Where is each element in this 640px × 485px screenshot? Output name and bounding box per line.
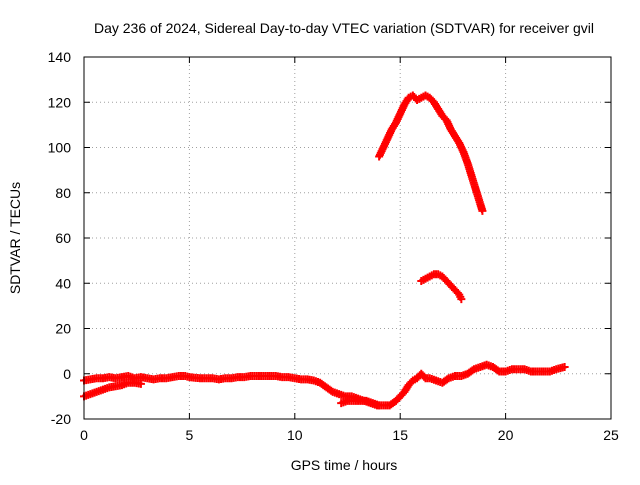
data-point (478, 206, 487, 215)
data-layer (80, 91, 569, 410)
data-point (136, 379, 145, 388)
x-tick-label: 20 (498, 427, 514, 443)
y-axis-label: SDTVAR / TECUs (7, 182, 23, 294)
y-tick-label: 20 (55, 321, 71, 337)
x-tick-label: 10 (287, 427, 303, 443)
data-point (493, 366, 502, 375)
data-point (375, 401, 384, 410)
y-tick-label: 40 (55, 275, 71, 291)
y-tick-label: 140 (48, 49, 72, 65)
x-tick-label: 25 (603, 427, 619, 443)
y-tick-label: 100 (48, 140, 72, 156)
y-tick-label: -20 (51, 411, 71, 427)
x-tick-label: 15 (392, 427, 408, 443)
series-dip-segment (337, 396, 384, 410)
grid-layer (84, 57, 611, 419)
chart-title: Day 236 of 2024, Sidereal Day-to-day VTE… (94, 20, 594, 36)
plot-frame (83, 56, 612, 420)
series-near-zero-baseline (80, 360, 569, 410)
y-tick-label: 120 (48, 94, 72, 110)
y-tick-label: 60 (55, 230, 71, 246)
x-tick-label: 0 (80, 427, 88, 443)
series-upper-arc (375, 91, 487, 215)
series-lower-ramp (80, 378, 145, 401)
y-tick-label: 80 (55, 185, 71, 201)
data-point (457, 295, 466, 304)
x-axis-label: GPS time / hours (291, 457, 398, 473)
series-middle-hump (417, 270, 466, 304)
y-tick-label: 0 (63, 366, 71, 382)
data-point (560, 362, 569, 371)
x-tick-label: 5 (186, 427, 194, 443)
